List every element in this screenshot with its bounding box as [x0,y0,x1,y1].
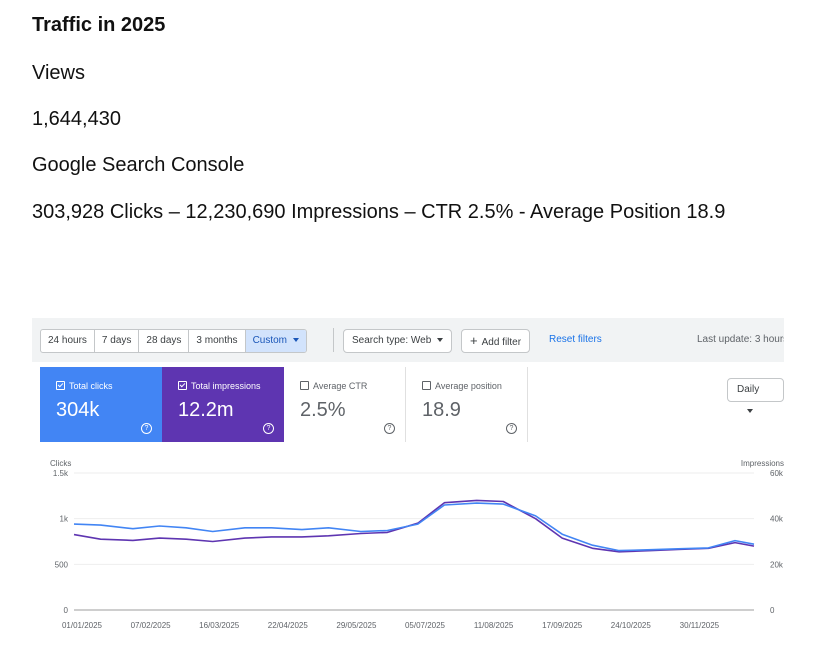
date-range-selector: 24 hours 7 days 28 days 3 months Custom [40,329,308,353]
y-right-tick-label: 60k [770,469,784,478]
performance-chart: Clicks Impressions 0 500 1k 1.5k 0 20k 40k 60k 01/… [50,459,784,630]
chevron-down-icon [293,338,300,343]
help-icon[interactable]: ? [384,423,395,434]
search-type-button[interactable]: Search type: Web [343,329,453,353]
last-update-text: Last update: 3 hours ago [697,334,784,345]
views-value: 1,644,430 [32,108,121,130]
metric-card-label-row: Total clicks [56,381,113,391]
metric-card-total-impressions[interactable]: Total impressions 12.2m ? [162,367,284,442]
help-icon[interactable]: ? [141,423,152,434]
x-tick-label: 24/10/2025 [611,621,652,630]
document-title: Traffic in 2025 [32,14,166,36]
x-tick-label: 01/01/2025 [62,621,103,630]
range-custom[interactable]: Custom [245,330,307,352]
metric-card-value: 2.5% [300,399,346,421]
toolbar-divider [333,328,334,352]
granularity-select[interactable]: Daily [727,378,784,414]
views-label: Views [32,62,85,84]
y-right-tick-label: 0 [770,606,775,615]
chevron-down-icon [437,338,444,343]
checkbox-unchecked-icon [422,381,431,390]
range-24-hours[interactable]: 24 hours [41,330,95,352]
x-tick-label: 05/07/2025 [405,621,446,630]
granularity-label: Daily [737,384,760,395]
checkbox-unchecked-icon [300,381,309,390]
reset-filters-link[interactable]: Reset filters [549,334,602,345]
y-left-tick-label: 0 [64,606,69,615]
metric-card-average-position[interactable]: Average position 18.9 ? [406,367,528,442]
gsc-label: Google Search Console [32,154,245,176]
performance-toolbar: 24 hours 7 days 28 days 3 months Custom … [32,318,784,362]
metric-card-label: Average position [435,381,502,391]
y-right-tick-label: 40k [770,515,784,524]
range-28-days[interactable]: 28 days [139,330,190,352]
gsc-summary: 303,928 Clicks – 12,230,690 Impressions … [32,201,726,223]
search-console-screenshot: 24 hours 7 days 28 days 3 months Custom … [32,318,784,636]
x-tick-label: 17/09/2025 [542,621,583,630]
metric-card-label-row: Average position [422,381,502,391]
x-tick-label: 16/03/2025 [199,621,240,630]
range-7-days[interactable]: 7 days [95,330,140,352]
metric-card-value: 12.2m [178,399,234,421]
metric-card-value: 304k [56,399,100,421]
metric-card-label: Total clicks [69,381,113,391]
help-icon[interactable]: ? [263,423,274,434]
y-left-tick-label: 1k [60,515,69,524]
metric-card-label-row: Total impressions [178,381,261,391]
add-filter-label: Add filter [481,337,522,348]
y-left-axis-title: Clicks [50,459,71,468]
help-icon[interactable]: ? [506,423,517,434]
series-line [73,499,755,553]
y-right-tick-label: 20k [770,560,784,569]
add-filter-button[interactable]: + Add filter [461,329,531,353]
y-right-axis-title: Impressions [741,459,784,468]
metric-card-label: Average CTR [313,381,368,391]
metric-card-average-ctr[interactable]: Average CTR 2.5% ? [284,367,406,442]
chevron-down-icon [747,409,753,414]
search-type-label: Search type: Web [352,335,432,346]
x-tick-label: 30/11/2025 [680,621,720,630]
y-left-tick-label: 1.5k [53,469,69,478]
x-tick-label: 22/04/2025 [268,621,309,630]
metric-card-label-row: Average CTR [300,381,367,391]
checkbox-checked-icon [178,381,187,390]
x-tick-label: 07/02/2025 [131,621,172,630]
metric-card-total-clicks[interactable]: Total clicks 304k ? [40,367,162,442]
checkbox-checked-icon [56,381,65,390]
metric-card-value: 18.9 [422,399,461,421]
metric-card-label: Total impressions [191,381,261,391]
range-3-months[interactable]: 3 months [189,330,246,352]
range-custom-label: Custom [252,335,288,346]
x-tick-label: 11/08/2025 [474,621,514,630]
y-left-tick-label: 500 [55,560,69,569]
x-tick-label: 29/05/2025 [336,621,377,630]
series-line [73,502,755,552]
plus-icon: + [470,333,478,348]
